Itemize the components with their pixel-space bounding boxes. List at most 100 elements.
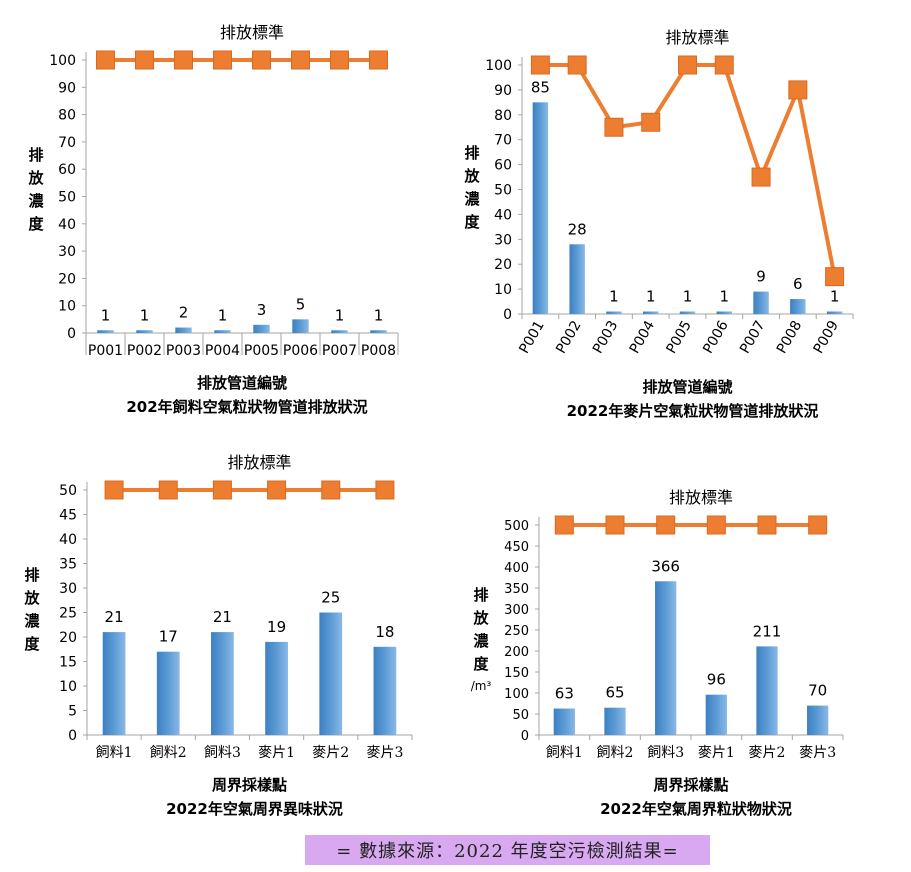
data-source-text: = 數據來源：2022 年度空污檢測結果= [336,841,679,862]
x-tick-label: P009 [811,318,842,356]
bar [331,330,348,333]
x-tick-label: P004 [205,343,240,359]
standard-marker [530,55,550,75]
chart-title: 2022年麥片空氣粒狀物管道排放狀況 [567,402,819,420]
y-tick-label: 0 [68,728,77,744]
standard-marker [135,50,154,70]
standard-marker [369,50,388,70]
y-tick-label: 50 [494,183,512,199]
bar [292,319,309,333]
x-tick-label: P008 [774,318,805,356]
x-tick-label: 麥片1 [258,745,295,761]
bar-value-label: 65 [605,684,624,702]
y-axis-label-char: 濃 [24,612,40,630]
standard-marker [567,55,587,75]
bar [136,330,153,333]
bar-value-label: 1 [101,306,111,324]
bar [253,324,270,333]
x-tick-label: P006 [700,318,731,357]
y-tick-label: 50 [58,190,76,206]
bar-value-label: 21 [105,608,124,626]
x-tick-label: 飼料2 [150,745,187,761]
bar [604,707,626,735]
bar-value-label: 19 [267,618,286,636]
standard-marker [605,515,625,535]
bar-value-label: 1 [830,288,840,306]
bar-value-label: 1 [374,306,384,324]
y-axis-label-char: 度 [24,635,40,653]
chart-oat-pipe-emission: 0 10 20 30 40 50 60 70 80 90 100 85 28 1 1 1 1 9 6 1 P001 P00… [455,0,910,435]
bar-value-label: 3 [257,301,267,319]
x-tick-label: P004 [627,318,658,357]
x-tick-label: P008 [361,343,396,359]
standard-marker [808,515,828,535]
bar [211,632,234,735]
standard-marker [656,515,676,535]
standard-marker [174,50,193,70]
chart-boundary-particulate: 0 50 100 150 200 250 300 350 400 450 500 63 65 366 96 2… [455,440,910,870]
standard-marker [706,515,726,535]
y-tick-label: 350 [504,582,529,597]
y-axis-label-char: 排 [473,586,488,604]
bar [97,330,114,333]
x-tick-label: P003 [166,343,201,359]
y-tick-label: 5 [68,704,77,720]
bar-value-label: 1 [140,306,150,324]
x-axis-label: 周界採樣點 [653,776,728,794]
y-tick-label: 90 [494,83,512,99]
bar-value-label: 5 [296,295,306,313]
data-source-note: = 數據來源：2022 年度空污檢測結果= [305,835,710,865]
bar [102,632,126,735]
standard-marker [321,480,341,500]
standard-marker [604,117,624,137]
bar-value-label: 17 [159,628,178,646]
standard-marker [96,50,115,70]
x-tick-label: 飼料2 [597,745,634,761]
standard-marker [678,55,697,75]
bar-value-label: 1 [335,306,345,324]
standard-marker [252,50,271,70]
bar-value-label: 1 [218,306,228,324]
bar [790,299,806,314]
bar [319,612,343,735]
y-tick-label: 300 [504,603,529,618]
y-tick-label: 50 [512,708,529,723]
x-tick-label: 麥片3 [366,745,403,761]
y-tick-label: 15 [59,655,77,671]
y-tick-label: 40 [58,217,76,233]
standard-marker [104,480,124,500]
y-axis-label-char: 放 [27,169,44,187]
y-tick-label: 100 [504,687,529,702]
y-axis-label-char: 放 [463,167,480,185]
standard-marker [641,112,661,132]
standard-marker [757,515,777,535]
bar-value-label: 85 [531,78,550,96]
y-tick-label: 500 [504,519,529,534]
y-tick-label: 90 [58,80,76,96]
bar [807,705,829,735]
chart-feed-pipe-emission: 0 10 20 30 40 50 60 70 80 90 100 1 1 2 1 3 5 1 1 P001 P002 P0… [0,0,455,435]
y-tick-label: 100 [485,58,512,74]
y-tick-label: 10 [59,679,77,695]
chart-title: 2022年空氣周界異味狀況 [166,800,343,818]
y-axis-label-char: 度 [28,215,44,233]
bar-value-label: 1 [720,288,730,306]
bar-value-label: 25 [321,589,340,607]
x-axis-label: 排放管道編號 [197,374,287,392]
y-tick-label: 20 [59,630,77,646]
y-axis-label-char: 排 [464,144,479,162]
bar-value-label: 96 [707,671,726,689]
y-tick-label: 10 [58,299,76,315]
y-axis-label-char: 度 [473,655,489,673]
x-tick-label: 飼料3 [204,745,241,761]
bar [156,651,180,735]
x-tick-label: P007 [322,343,357,359]
chart-boundary-odor: 0 5 10 15 20 25 30 35 40 45 50 21 17 21 19 25 18 飼料1 飼料2 飼料… [0,440,455,870]
x-tick-label: P007 [737,318,768,356]
y-tick-label: 20 [58,271,76,287]
y-axis-label-char: 度 [464,213,480,231]
bar [753,291,769,314]
bar [606,311,622,314]
y-tick-label: 150 [504,666,529,681]
standard-marker [751,167,771,187]
